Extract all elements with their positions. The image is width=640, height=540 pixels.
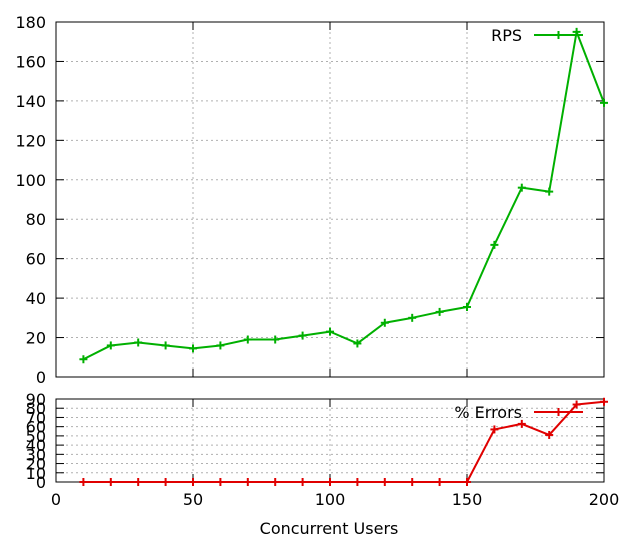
rps-data-point [353,339,362,348]
errors-x-tick-label: 200 [589,490,620,509]
errors-data-point [106,478,115,486]
errors-data-point [353,478,362,486]
rps-y-tick-label: 40 [26,289,46,308]
errors-x-tick-label: 150 [452,490,483,509]
rps-data-point [271,335,280,344]
rps-data-point [243,335,252,344]
rps-data-point [380,318,389,327]
errors-data-point [161,478,170,486]
rps-data-point [134,338,143,347]
errors-y-tick-label: 50 [26,427,46,446]
rps-plot-frame [55,21,605,378]
errors-x-tick-label: 50 [183,490,203,509]
rps-legend-label: RPS [491,26,522,45]
rps-data-point [161,341,170,350]
rps-y-tick-label: 20 [26,329,46,348]
rps-y-tick-label: 140 [15,92,46,111]
errors-data-point [517,419,526,428]
rps-data-point [545,187,554,196]
rps-data-point [79,355,88,364]
errors-data-point [79,478,88,486]
rps-data-point [326,327,334,336]
errors-data-point [134,478,143,486]
errors-y-tick-label: 80 [26,399,46,418]
errors-data-point [380,478,389,486]
errors-legend-label: % Errors [454,403,522,422]
rps-y-tick-label: 80 [26,210,46,229]
errors-y-tick-label: 70 [26,408,46,427]
errors-data-point [298,478,307,486]
errors-y-tick-label: 20 [26,455,46,474]
rps-data-point [298,331,307,340]
errors-data-point [463,478,471,486]
rps-legend-marker [554,31,563,39]
rps-y-tick-label: 160 [15,52,46,71]
rps-y-tick-label: 100 [15,171,46,190]
rps-data-point [106,341,115,350]
errors-y-tick-label: 30 [26,445,46,464]
rps-data-point [463,302,471,311]
rps-data-point [490,240,499,249]
rps-data-point [517,183,526,192]
rps-data-point [189,344,197,353]
errors-data-point [243,478,252,486]
rps-data-point [408,313,417,322]
errors-data-point [326,478,334,486]
errors-x-tick-label: 0 [51,490,61,509]
errors-data-point [572,400,581,409]
errors-y-tick-label: 60 [26,418,46,437]
x-axis-label: Concurrent Users [260,519,399,538]
errors-series-line [83,400,605,483]
errors-y-tick-label: 40 [26,436,46,455]
errors-data-point [435,478,444,486]
errors-y-tick-label: 90 [26,390,46,409]
rps-series-line [82,30,605,361]
rps-y-tick-label: 120 [15,131,46,150]
rps-data-point [600,98,608,107]
errors-legend-marker [554,408,563,416]
errors-x-tick-label: 100 [315,490,346,509]
rps-data-point [435,307,444,316]
errors-data-point [189,478,197,486]
errors-data-point [216,478,225,486]
errors-data-point [271,478,280,486]
errors-data-point [600,397,608,406]
errors-data-point [408,478,417,486]
rps-panel: 0 20 40 60 80 100 120 140 160 180 RPS [15,13,608,387]
errors-y-tick-label: 0 [36,473,46,492]
rps-y-tick-label: 60 [26,250,46,269]
errors-data-point [545,430,554,439]
rps-data-point [216,341,225,350]
rps-y-tick-label: 180 [15,13,46,32]
errors-y-tick-label: 10 [26,464,46,483]
errors-data-point [490,425,499,434]
rps-y-tick-label: 0 [36,368,46,387]
